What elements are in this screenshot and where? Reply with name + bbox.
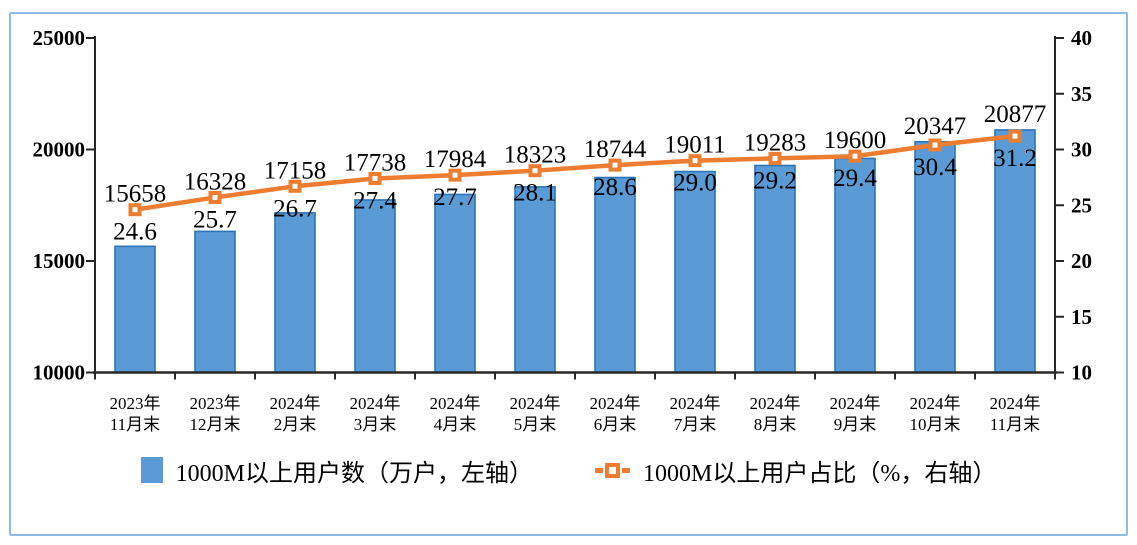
line-percent-label: 24.6 — [113, 219, 157, 246]
line-marker-center — [772, 155, 778, 161]
legend-label-line-series: 1000M以上用户占比（%，右轴） — [643, 460, 997, 487]
bar — [514, 186, 556, 374]
bar-value-label: 20347 — [904, 113, 967, 140]
bar — [594, 176, 636, 374]
right-axis-tick-label: 25 — [1071, 193, 1092, 217]
right-axis-tick-label: 35 — [1071, 82, 1092, 106]
line-marker-center — [452, 172, 458, 178]
bar — [834, 157, 876, 374]
bar — [754, 164, 796, 374]
line-marker-center — [212, 194, 218, 200]
bar-value-label: 19600 — [824, 127, 887, 154]
left-axis-tick-label: 10000 — [33, 361, 86, 385]
line-percent-label: 29.2 — [753, 167, 797, 194]
chart-legend: 1000M以上用户数（万户，左轴） 1000M以上用户占比（%，右轴） — [0, 449, 1137, 491]
line-series-swatch-icon — [595, 462, 630, 478]
right-axis-tick-label: 10 — [1071, 361, 1092, 385]
line-marker-center — [132, 207, 138, 213]
left-axis-tick-label: 25000 — [33, 26, 86, 50]
line-marker-center — [532, 168, 538, 174]
x-axis-category-label: 2024年 8月末 — [750, 394, 801, 434]
right-axis-tick-label: 15 — [1071, 305, 1092, 329]
bar-value-label: 18323 — [504, 142, 567, 169]
line-marker-center — [852, 153, 858, 159]
line-percent-label: 27.4 — [353, 187, 397, 214]
bar-value-label: 17984 — [424, 146, 487, 173]
line-percent-label: 26.7 — [273, 195, 317, 222]
line-swatch-dash — [622, 467, 630, 473]
bar — [194, 230, 236, 374]
line-marker-center — [1012, 133, 1018, 139]
bar-value-label: 15658 — [104, 181, 167, 208]
bar-value-label: 20877 — [984, 101, 1047, 128]
x-axis-category-label: 2024年 11月末 — [990, 394, 1041, 434]
percentage-line — [134, 133, 1016, 212]
bar — [354, 199, 396, 374]
bar-value-label: 16328 — [184, 168, 247, 195]
bar — [114, 245, 156, 374]
bar-series-swatch-icon — [140, 457, 163, 483]
line-marker-center — [372, 175, 378, 181]
bar — [274, 212, 316, 374]
x-axis-category-label: 2023年 12月末 — [190, 394, 241, 434]
legend-label-bar-series: 1000M以上用户数（万户，左轴） — [175, 460, 533, 487]
line-marker-center — [292, 183, 298, 189]
bar-value-label: 18744 — [584, 136, 647, 163]
right-axis-tick-label: 30 — [1071, 138, 1092, 162]
legend-item-line-series: 1000M以上用户占比（%，右轴） — [595, 453, 996, 488]
line-marker-center — [932, 142, 938, 148]
x-axis-category-label: 2024年 3月末 — [350, 394, 401, 434]
left-axis-tick-label: 20000 — [33, 138, 86, 162]
x-axis-category-label: 2024年 9月末 — [830, 394, 881, 434]
line-percent-label: 25.7 — [193, 206, 237, 233]
x-axis-category-label: 2024年 5月末 — [510, 394, 561, 434]
line-marker-center — [612, 162, 618, 168]
x-axis-category-label: 2024年 10月末 — [910, 394, 961, 434]
bar-value-label: 17738 — [344, 149, 407, 176]
line-marker-center — [692, 158, 698, 164]
right-axis-tick-label: 20 — [1071, 249, 1092, 273]
line-percent-label: 30.4 — [913, 154, 957, 181]
x-axis-category-label: 2023年 11月末 — [110, 394, 161, 434]
line-percent-label: 28.6 — [593, 174, 637, 201]
line-percent-label: 29.4 — [833, 165, 877, 192]
line-percent-label: 31.2 — [993, 145, 1037, 172]
x-axis-category-label: 2024年 4月末 — [430, 394, 481, 434]
x-axis-category-label: 2024年 7月末 — [670, 394, 721, 434]
bar — [914, 140, 956, 374]
right-axis-tick-label: 40 — [1071, 26, 1092, 50]
line-swatch-dash — [595, 467, 603, 473]
bar — [674, 170, 716, 374]
line-swatch-marker — [605, 462, 620, 478]
bar — [434, 193, 476, 374]
bar-value-label: 19011 — [664, 132, 726, 159]
line-percent-label: 28.1 — [513, 180, 557, 207]
legend-item-bar-series: 1000M以上用户数（万户，左轴） — [140, 453, 533, 488]
bar-value-label: 17158 — [264, 157, 327, 184]
bar-value-label: 19283 — [744, 129, 807, 156]
x-axis-category-label: 2024年 6月末 — [590, 394, 641, 434]
left-axis-tick-label: 15000 — [33, 249, 86, 273]
line-percent-label: 29.0 — [673, 170, 717, 197]
line-percent-label: 27.7 — [433, 184, 477, 211]
x-axis-category-label: 2024年 2月末 — [270, 394, 321, 434]
